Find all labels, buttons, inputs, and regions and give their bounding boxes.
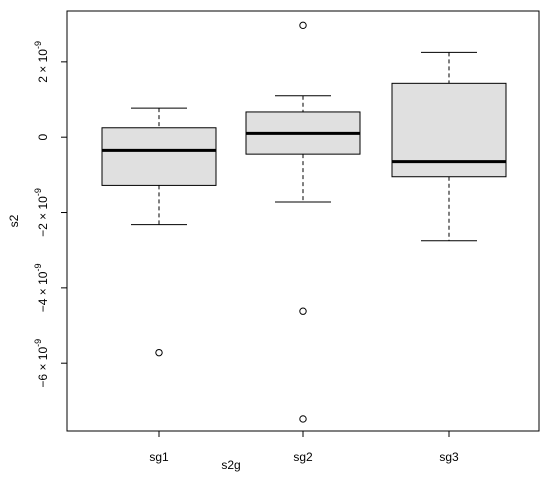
- box-group: [101, 21, 507, 423]
- y-tick-label: −2 × 10-9: [33, 188, 50, 237]
- box-sg2: [245, 21, 361, 423]
- y-axis: −6 × 10-9 −4 × 10-9 −2 × 10-9 0 2 × 10-9: [33, 41, 68, 388]
- sg2-outlier: [299, 307, 307, 315]
- box-sg3: [391, 51, 507, 242]
- sg2-outlier: [299, 415, 307, 423]
- y-tick-label: 0: [36, 134, 50, 141]
- y-tick-label: −6 × 10-9: [33, 339, 50, 388]
- sg1-box: [101, 127, 217, 186]
- y-tick-label: 2 × 10-9: [33, 41, 50, 83]
- box-sg1: [101, 107, 217, 357]
- x-tick-label-sg1: sg1: [149, 450, 169, 464]
- x-axis-title: s2g: [221, 458, 240, 472]
- x-tick-label-sg3: sg3: [439, 450, 459, 464]
- y-tick-label: −4 × 10-9: [33, 263, 50, 312]
- y-axis-title: s2: [7, 214, 21, 227]
- x-axis: sg1 sg2 sg3: [149, 430, 459, 464]
- sg2-outlier: [299, 21, 307, 30]
- sg1-outlier: [155, 348, 163, 357]
- x-tick-label-sg2: sg2: [293, 450, 313, 464]
